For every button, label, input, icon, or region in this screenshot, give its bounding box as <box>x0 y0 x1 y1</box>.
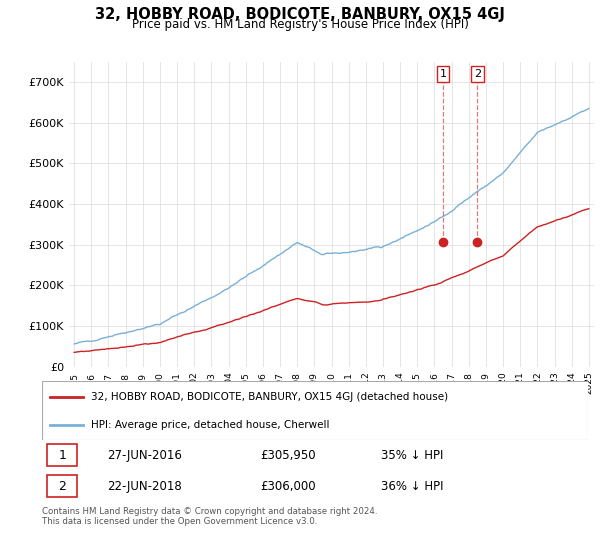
Text: Contains HM Land Registry data © Crown copyright and database right 2024.
This d: Contains HM Land Registry data © Crown c… <box>42 507 377 526</box>
Bar <box>47 475 77 497</box>
Text: 2: 2 <box>59 480 67 493</box>
Text: 1: 1 <box>440 69 446 79</box>
Text: 1: 1 <box>59 449 67 461</box>
Bar <box>47 444 77 466</box>
Text: HPI: Average price, detached house, Cherwell: HPI: Average price, detached house, Cher… <box>91 420 329 430</box>
Text: 32, HOBBY ROAD, BODICOTE, BANBURY, OX15 4GJ: 32, HOBBY ROAD, BODICOTE, BANBURY, OX15 … <box>95 7 505 22</box>
Text: £306,000: £306,000 <box>260 480 316 493</box>
Text: 2: 2 <box>474 69 481 79</box>
Text: 22-JUN-2018: 22-JUN-2018 <box>107 480 182 493</box>
Text: 35% ↓ HPI: 35% ↓ HPI <box>380 449 443 461</box>
Text: 27-JUN-2016: 27-JUN-2016 <box>107 449 182 461</box>
Text: Price paid vs. HM Land Registry's House Price Index (HPI): Price paid vs. HM Land Registry's House … <box>131 18 469 31</box>
Text: 32, HOBBY ROAD, BODICOTE, BANBURY, OX15 4GJ (detached house): 32, HOBBY ROAD, BODICOTE, BANBURY, OX15 … <box>91 392 448 402</box>
Text: £305,950: £305,950 <box>260 449 316 461</box>
Text: 36% ↓ HPI: 36% ↓ HPI <box>380 480 443 493</box>
